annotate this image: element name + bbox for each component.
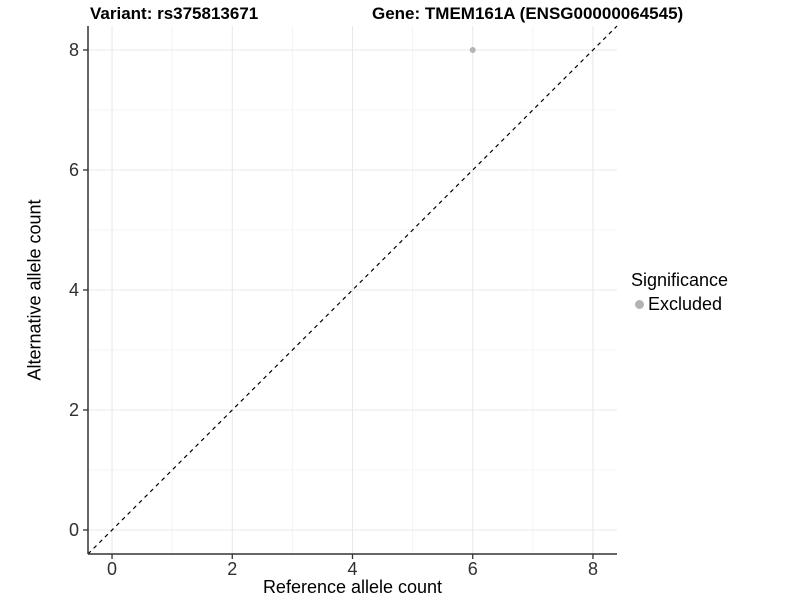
- x-tick-label: 0: [107, 559, 117, 579]
- x-axis-title: Reference allele count: [262, 577, 443, 597]
- x-tick-label: 6: [468, 559, 478, 579]
- legend: Significance Excluded: [631, 270, 728, 315]
- data-point: [469, 47, 476, 53]
- y-axis-title: Alternative allele count: [24, 199, 45, 381]
- legend-dot-icon: [635, 300, 644, 309]
- legend-entry-label: Excluded: [648, 294, 723, 314]
- y-tick-label: 6: [69, 160, 79, 180]
- y-tick-label: 8: [69, 40, 79, 60]
- x-tick-label: 8: [588, 559, 598, 579]
- gene-title: Gene: TMEM161A (ENSG00000064545): [372, 4, 684, 23]
- legend-title: Significance: [631, 270, 729, 290]
- y-tick-label: 2: [69, 400, 79, 420]
- y-tick-label: 0: [69, 520, 79, 540]
- x-tick-label: 4: [347, 559, 357, 579]
- legend-entry: Excluded: [631, 294, 728, 315]
- variant-title: Variant: rs375813671: [90, 4, 259, 23]
- y-tick-label: 4: [69, 280, 79, 300]
- x-tick-label: 2: [227, 559, 237, 579]
- legend-entries: Excluded: [631, 294, 728, 315]
